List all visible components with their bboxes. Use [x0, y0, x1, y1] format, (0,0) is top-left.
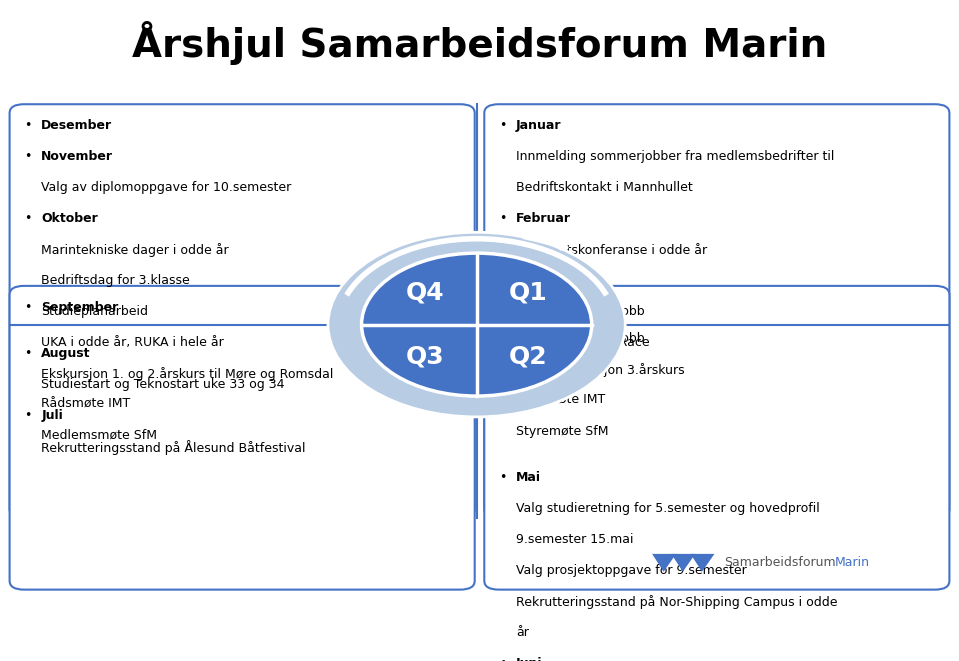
Text: Marintekniske dager i odde år: Marintekniske dager i odde år — [41, 243, 229, 257]
Text: Valg av diplomoppgave for 10.semester: Valg av diplomoppgave for 10.semester — [41, 181, 292, 194]
Text: 9.semester 15.mai: 9.semester 15.mai — [516, 533, 634, 546]
Text: •: • — [24, 301, 32, 314]
FancyBboxPatch shape — [484, 286, 949, 590]
Text: •: • — [499, 274, 506, 287]
Text: Rekrutteringsstand på Ålesund Båtfestival: Rekrutteringsstand på Ålesund Båtfestiva… — [41, 440, 306, 455]
Text: •: • — [499, 119, 506, 132]
Text: •: • — [499, 471, 506, 484]
Text: •: • — [24, 347, 32, 360]
Text: Valg prosjektoppgave for 9.semester: Valg prosjektoppgave for 9.semester — [516, 564, 747, 577]
Text: Marin: Marin — [834, 557, 869, 569]
Text: Samarbeidsforum: Samarbeidsforum — [724, 557, 835, 569]
Text: Q4: Q4 — [406, 280, 444, 305]
Text: •: • — [24, 150, 32, 163]
Text: Desember: Desember — [41, 119, 112, 132]
Text: Juni: Juni — [516, 657, 543, 661]
Text: Rådsmøte IMT: Rådsmøte IMT — [41, 398, 130, 411]
Text: April: April — [516, 301, 549, 314]
Text: Februar: Februar — [516, 212, 571, 225]
Text: Søknad sommerjobb: Søknad sommerjobb — [516, 332, 644, 345]
Text: Mars: Mars — [516, 274, 550, 287]
Text: •: • — [24, 212, 32, 225]
Text: Skipsfartskonferanse i odde år: Skipsfartskonferanse i odde år — [516, 243, 707, 257]
Text: Juli: Juli — [41, 409, 63, 422]
Text: Ocean Space Race: Ocean Space Race — [516, 336, 649, 349]
Text: Bedriftskontakt i Mannhullet: Bedriftskontakt i Mannhullet — [516, 181, 692, 194]
Text: Valg studieretning for 5.semester og hovedprofil: Valg studieretning for 5.semester og hov… — [516, 502, 820, 515]
Text: •: • — [499, 657, 506, 661]
Polygon shape — [652, 554, 676, 572]
Text: Oktober: Oktober — [41, 212, 98, 225]
Text: Søknad sommerjobb: Søknad sommerjobb — [516, 305, 644, 318]
Text: Styremøte SfM: Styremøte SfM — [516, 424, 608, 438]
Text: Q1: Q1 — [509, 280, 548, 305]
Text: Studiestart og Teknostart uke 33 og 34: Studiestart og Teknostart uke 33 og 34 — [41, 378, 285, 391]
Text: September: September — [41, 301, 119, 314]
Text: August: August — [41, 347, 91, 360]
FancyBboxPatch shape — [10, 286, 475, 590]
Text: Rådsmøte IMT: Rådsmøte IMT — [516, 394, 605, 407]
Text: Studieplanarbeid: Studieplanarbeid — [41, 305, 149, 318]
FancyBboxPatch shape — [484, 104, 949, 518]
Text: Hovedekskursjon 3.årskurs: Hovedekskursjon 3.årskurs — [516, 363, 685, 377]
FancyBboxPatch shape — [10, 104, 475, 518]
Text: Innmelding sommerjobber fra medlemsbedrifter til: Innmelding sommerjobber fra medlemsbedri… — [516, 150, 834, 163]
Text: •: • — [499, 301, 506, 314]
Text: •: • — [24, 409, 32, 422]
Text: November: November — [41, 150, 113, 163]
Text: Mai: Mai — [516, 471, 541, 484]
Polygon shape — [690, 554, 714, 572]
Text: Rekrutteringsstand på Nor-Shipping Campus i odde: Rekrutteringsstand på Nor-Shipping Campu… — [516, 595, 837, 609]
Text: Bedriftsdag for 3.klasse: Bedriftsdag for 3.klasse — [41, 274, 190, 287]
Text: Q2: Q2 — [509, 345, 548, 369]
Circle shape — [328, 232, 625, 417]
Text: UKA i odde år, RUKA i hele år: UKA i odde år, RUKA i hele år — [41, 336, 224, 349]
Text: Ekskursjon 1. og 2.årskurs til Møre og Romsdal: Ekskursjon 1. og 2.årskurs til Møre og R… — [41, 367, 334, 381]
Text: Januar: Januar — [516, 119, 561, 132]
Text: •: • — [24, 119, 32, 132]
Text: år: år — [516, 626, 528, 639]
Polygon shape — [671, 554, 695, 572]
Text: Medlemsmøte SfM: Medlemsmøte SfM — [41, 429, 157, 442]
Circle shape — [362, 253, 592, 396]
Text: •: • — [499, 212, 506, 225]
Text: Q3: Q3 — [406, 345, 444, 369]
Text: Årshjul Samarbeidsforum Marin: Årshjul Samarbeidsforum Marin — [132, 21, 827, 65]
